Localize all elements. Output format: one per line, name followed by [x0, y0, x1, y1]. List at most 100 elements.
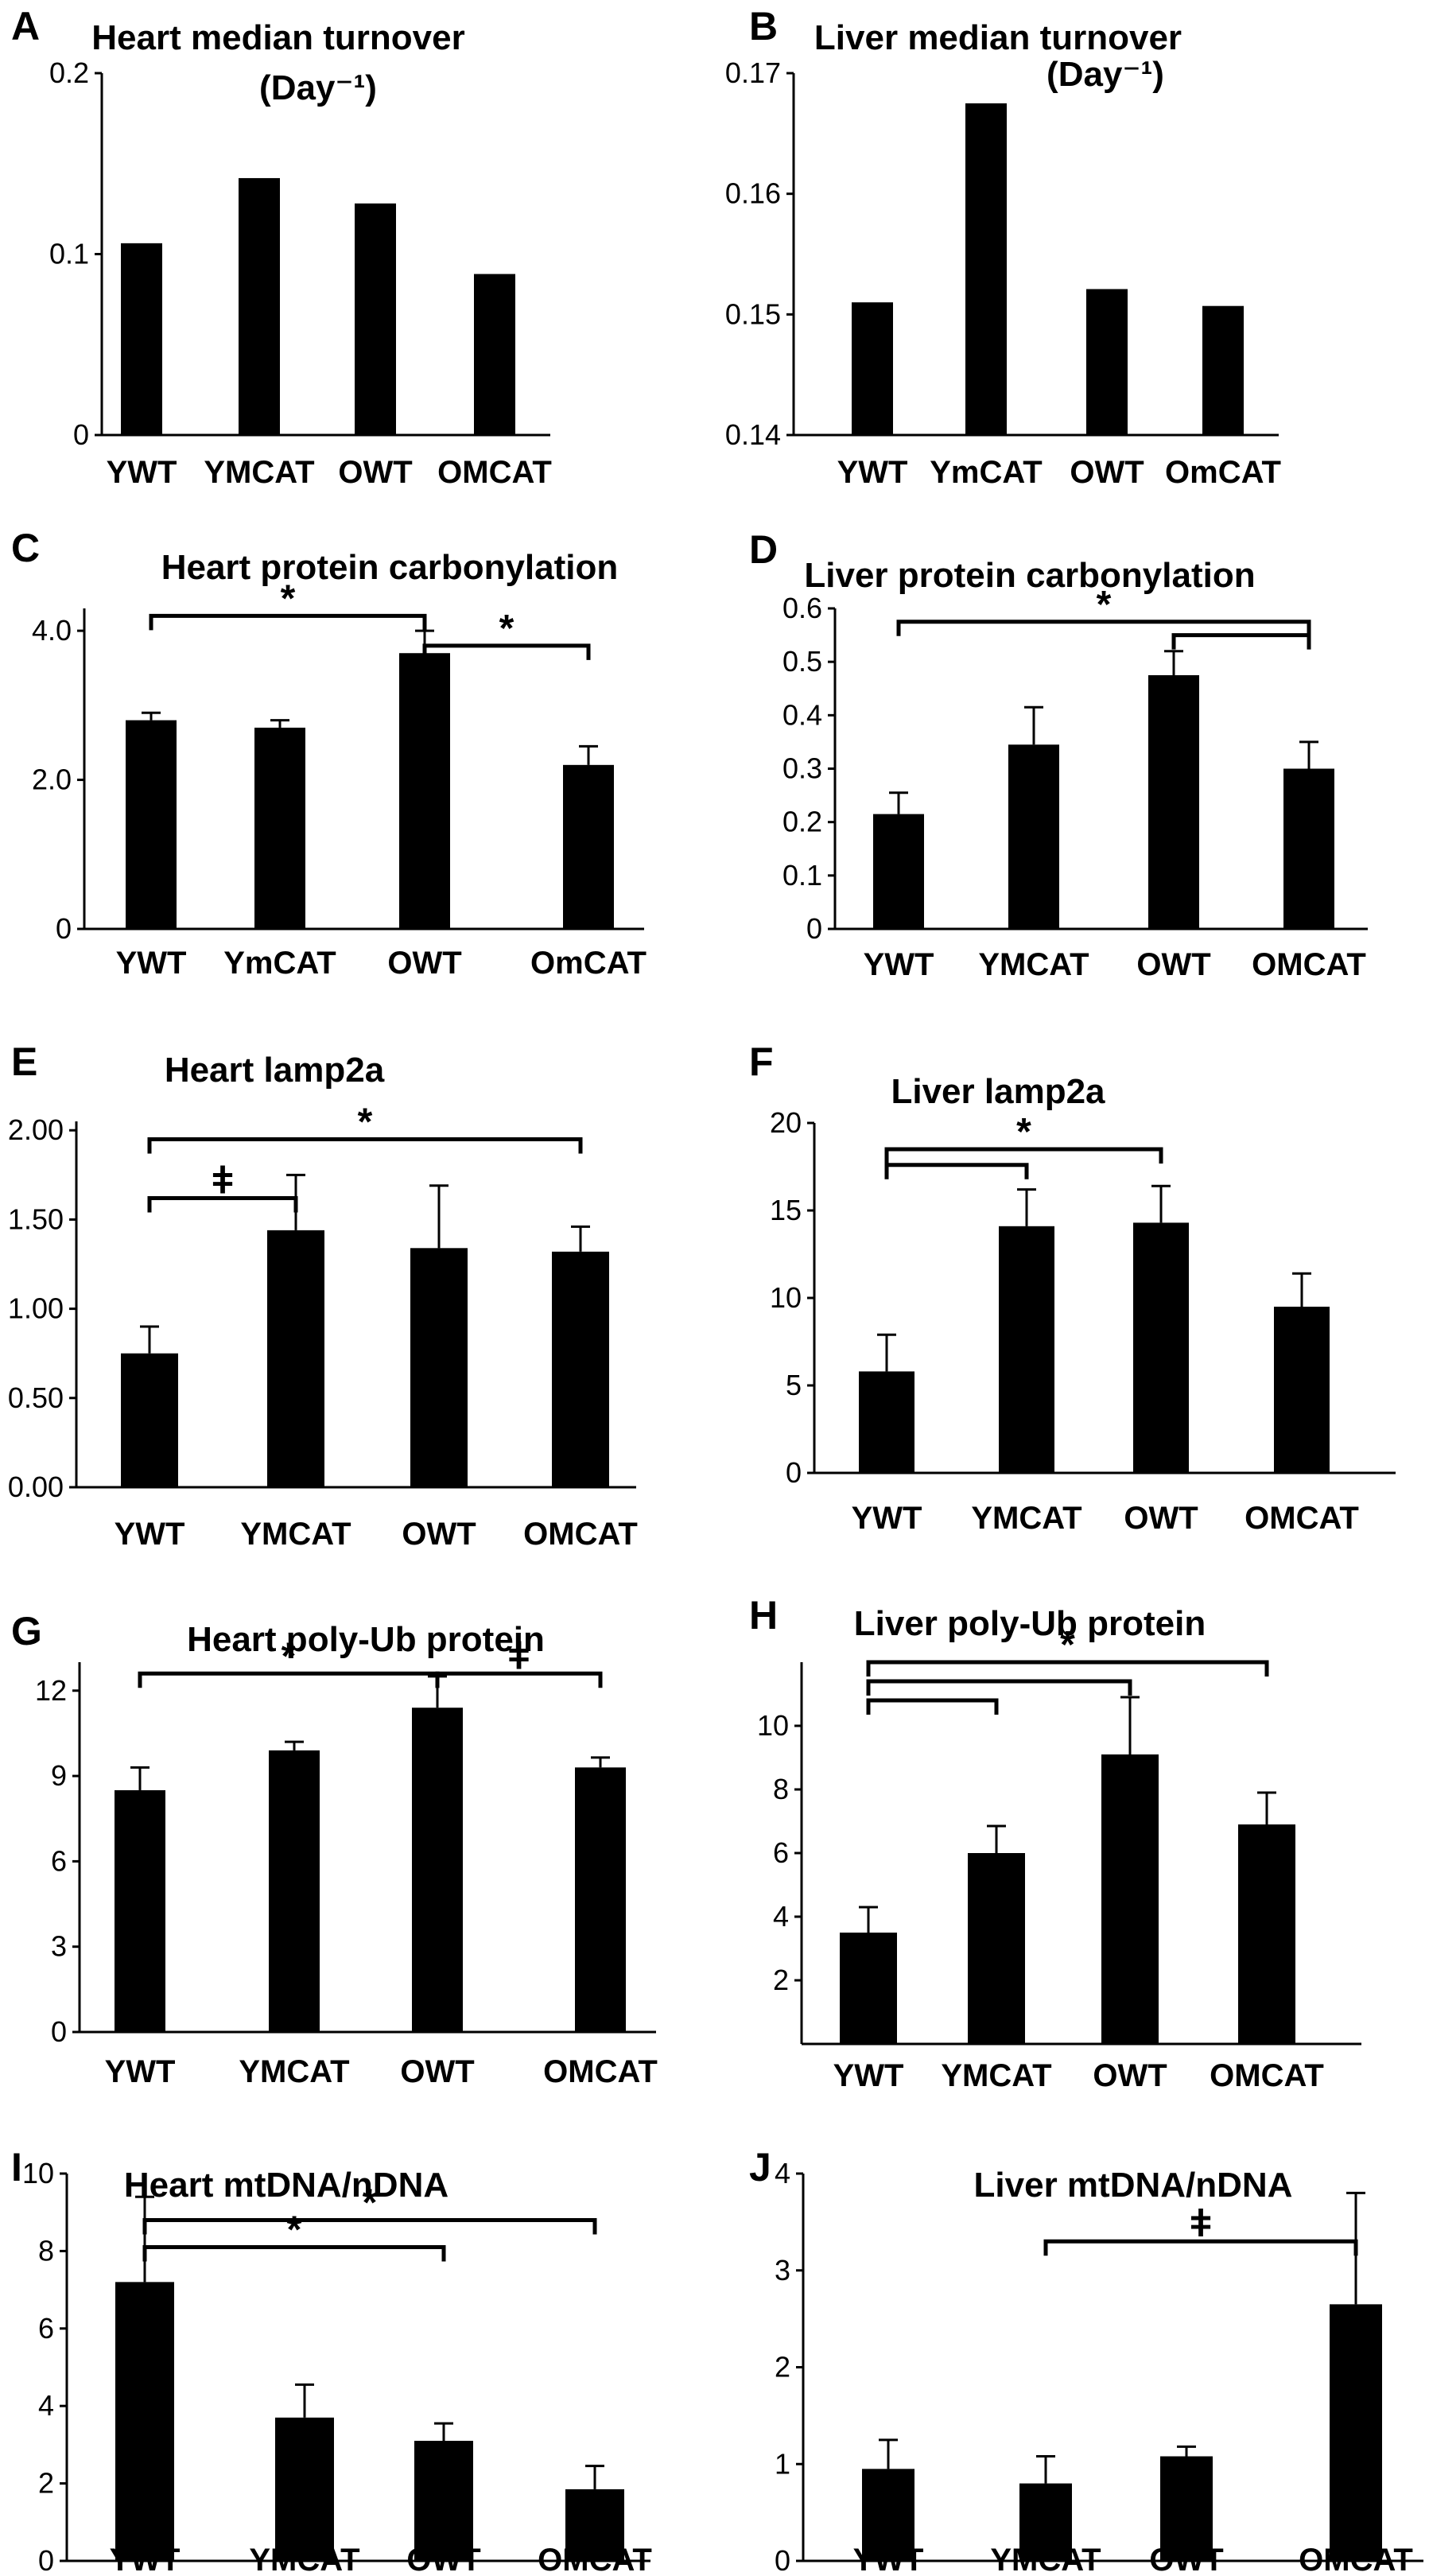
y-tick-label: 0: [786, 1456, 802, 1489]
category-label: YWT: [107, 455, 177, 490]
panel-a-heart-median-turnover: A Heart median turnover (Day⁻¹) 0 0.1 0.2 YWT Y…: [11, 4, 552, 490]
panel-h-liver-poly-ub-protein: H Liver poly-Ub protein 2 4 6 8 10 YWT YMCAT OWT O…: [749, 1593, 1361, 2093]
significance-bracket: [884, 1147, 1163, 1164]
y-tick-label: 0.4: [782, 698, 822, 731]
significance-marker: *: [1097, 584, 1112, 626]
category-label: YWT: [864, 947, 934, 982]
significance-marker: *: [282, 1635, 297, 1677]
panel-letter: I: [11, 2145, 22, 2189]
significance-marker: ǂ: [212, 1160, 234, 1202]
y-tick-label: 4: [38, 2389, 54, 2422]
panel-title: Heart poly-Ub protein: [187, 1620, 545, 1659]
significance-marker: ǂ: [1190, 2203, 1212, 2245]
bar: [1160, 2456, 1213, 2561]
y-tick-label: 2: [775, 2351, 790, 2384]
panel-letter: D: [749, 527, 778, 572]
bar: [1202, 305, 1244, 435]
y-tick-label: 0.50: [8, 1381, 64, 1414]
significance-marker: *: [281, 577, 296, 620]
bar: [968, 1853, 1025, 2044]
y-tick-label: 0.00: [8, 1471, 64, 1503]
bar: [1133, 1222, 1189, 1473]
bar: [1283, 768, 1334, 929]
significance-marker: *: [1016, 1111, 1031, 1153]
panel-letter: J: [749, 2145, 771, 2189]
y-tick-label: 1.50: [8, 1203, 64, 1235]
panel-title-unit: (Day⁻¹): [259, 68, 377, 107]
y-tick-label: 0.2: [782, 806, 822, 838]
bar: [552, 1251, 609, 1487]
panel-title: Liver lamp2a: [891, 1072, 1105, 1111]
y-tick-label: 0: [775, 2544, 790, 2576]
bar: [565, 2489, 624, 2561]
panel-letter: H: [749, 1593, 778, 1638]
y-tick-label: 2: [38, 2467, 54, 2500]
bar: [575, 1767, 626, 2032]
bar: [474, 274, 515, 435]
bar: [412, 1708, 463, 2032]
y-tick-label: 5: [786, 1369, 802, 1401]
bar: [239, 177, 280, 435]
category-label: OWT: [1124, 1501, 1198, 1536]
panel-title: Liver median turnover: [814, 18, 1182, 57]
category-label: OWT: [400, 2054, 474, 2089]
panel-title: Heart protein carbonylation: [161, 548, 619, 587]
y-tick-label: 10: [757, 1709, 789, 1742]
y-tick-label: 12: [35, 1674, 67, 1707]
y-tick-label: 0.6: [782, 592, 822, 624]
category-label: OmCAT: [530, 946, 647, 981]
bar: [414, 2441, 473, 2561]
bar: [399, 653, 450, 929]
panel-title: Liver mtDNA/nDNA: [974, 2166, 1293, 2205]
y-tick-label: 0.1: [49, 238, 89, 270]
bar: [115, 1789, 165, 2032]
panel-letter: A: [11, 4, 40, 49]
bar: [115, 2282, 174, 2561]
panel-b-liver-median-turnover: B Liver median turnover(Day⁻¹) 0.14 0.15 0.1…: [725, 4, 1281, 490]
y-tick-label: 0.3: [782, 752, 822, 785]
significance-bracket: [435, 1671, 603, 1688]
category-label: YMCAT: [240, 1517, 351, 1552]
category-label: OMCAT: [523, 1517, 638, 1552]
y-tick-label: 4: [773, 1900, 789, 1933]
category-label: OWT: [402, 1517, 476, 1552]
bar: [269, 1750, 320, 2032]
panel-title: Heart median turnover: [91, 18, 464, 57]
category-label: OmCAT: [1165, 455, 1281, 490]
significance-bracket: [1043, 2239, 1358, 2256]
category-label: YWT: [110, 2543, 181, 2576]
significance-bracket: [422, 643, 591, 660]
bar: [1148, 674, 1199, 929]
y-tick-label: 0: [51, 2015, 67, 2048]
bar: [999, 1226, 1054, 1473]
panel-title: Liver protein carbonylation: [804, 556, 1255, 595]
panel-title-unit: (Day⁻¹): [1047, 55, 1164, 94]
y-tick-label: 0: [56, 912, 72, 945]
significance-bracket: [866, 1660, 1269, 1677]
y-tick-label: 6: [51, 1844, 67, 1877]
category-label: YWT: [833, 2058, 904, 2093]
panel-g-heart-poly-ub-protein: G Heart poly-Ub protein 0 3 6 9 12 YWT YMCAT OWT O…: [11, 1609, 658, 2089]
bar: [267, 1230, 324, 1487]
significance-marker: *: [358, 1101, 373, 1143]
y-tick-label: 20: [770, 1106, 802, 1139]
category-label: YMCAT: [941, 2058, 1051, 2093]
significance-bracket: [866, 1698, 999, 1715]
category-label: OWT: [1093, 2058, 1167, 2093]
bar: [1330, 2304, 1382, 2561]
y-tick-label: 4.0: [32, 614, 72, 647]
y-tick-label: 0.15: [725, 297, 781, 330]
bar: [121, 1353, 178, 1487]
panel-d-liver-protein-carbonylation: D Liver protein carbonylation 0 0.1 0.2 0.3 0.…: [749, 527, 1368, 982]
bar: [862, 2469, 914, 2561]
significance-bracket: [866, 1679, 1132, 1696]
significance-bracket: [1171, 633, 1311, 650]
category-label: YWT: [852, 1501, 922, 1536]
category-label: OMCAT: [437, 455, 552, 490]
significance-bracket: [884, 1163, 1029, 1179]
y-tick-label: 0.14: [725, 418, 781, 451]
bar: [1008, 744, 1059, 929]
category-label: YmCAT: [223, 946, 336, 981]
category-label: OMCAT: [538, 2543, 652, 2576]
